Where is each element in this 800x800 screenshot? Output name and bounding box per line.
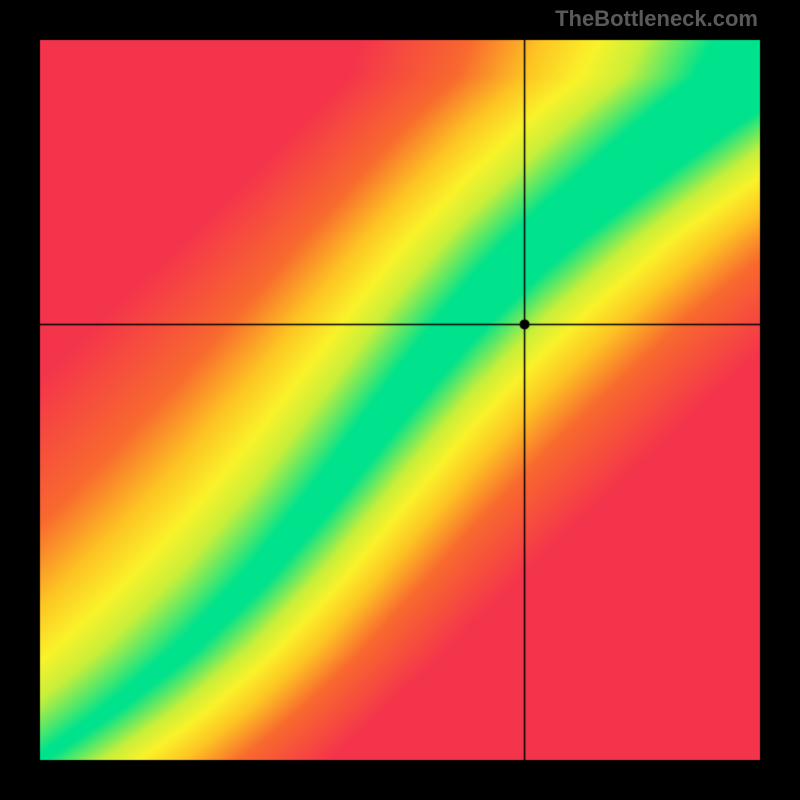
chart-container: TheBottleneck.com: [0, 0, 800, 800]
heatmap-canvas: [0, 0, 800, 800]
watermark-text: TheBottleneck.com: [555, 6, 758, 32]
